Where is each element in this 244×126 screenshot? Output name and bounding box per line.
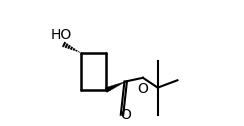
Polygon shape xyxy=(105,82,126,92)
Text: O: O xyxy=(138,82,148,96)
Text: HO: HO xyxy=(51,28,72,42)
Text: O: O xyxy=(120,108,131,122)
